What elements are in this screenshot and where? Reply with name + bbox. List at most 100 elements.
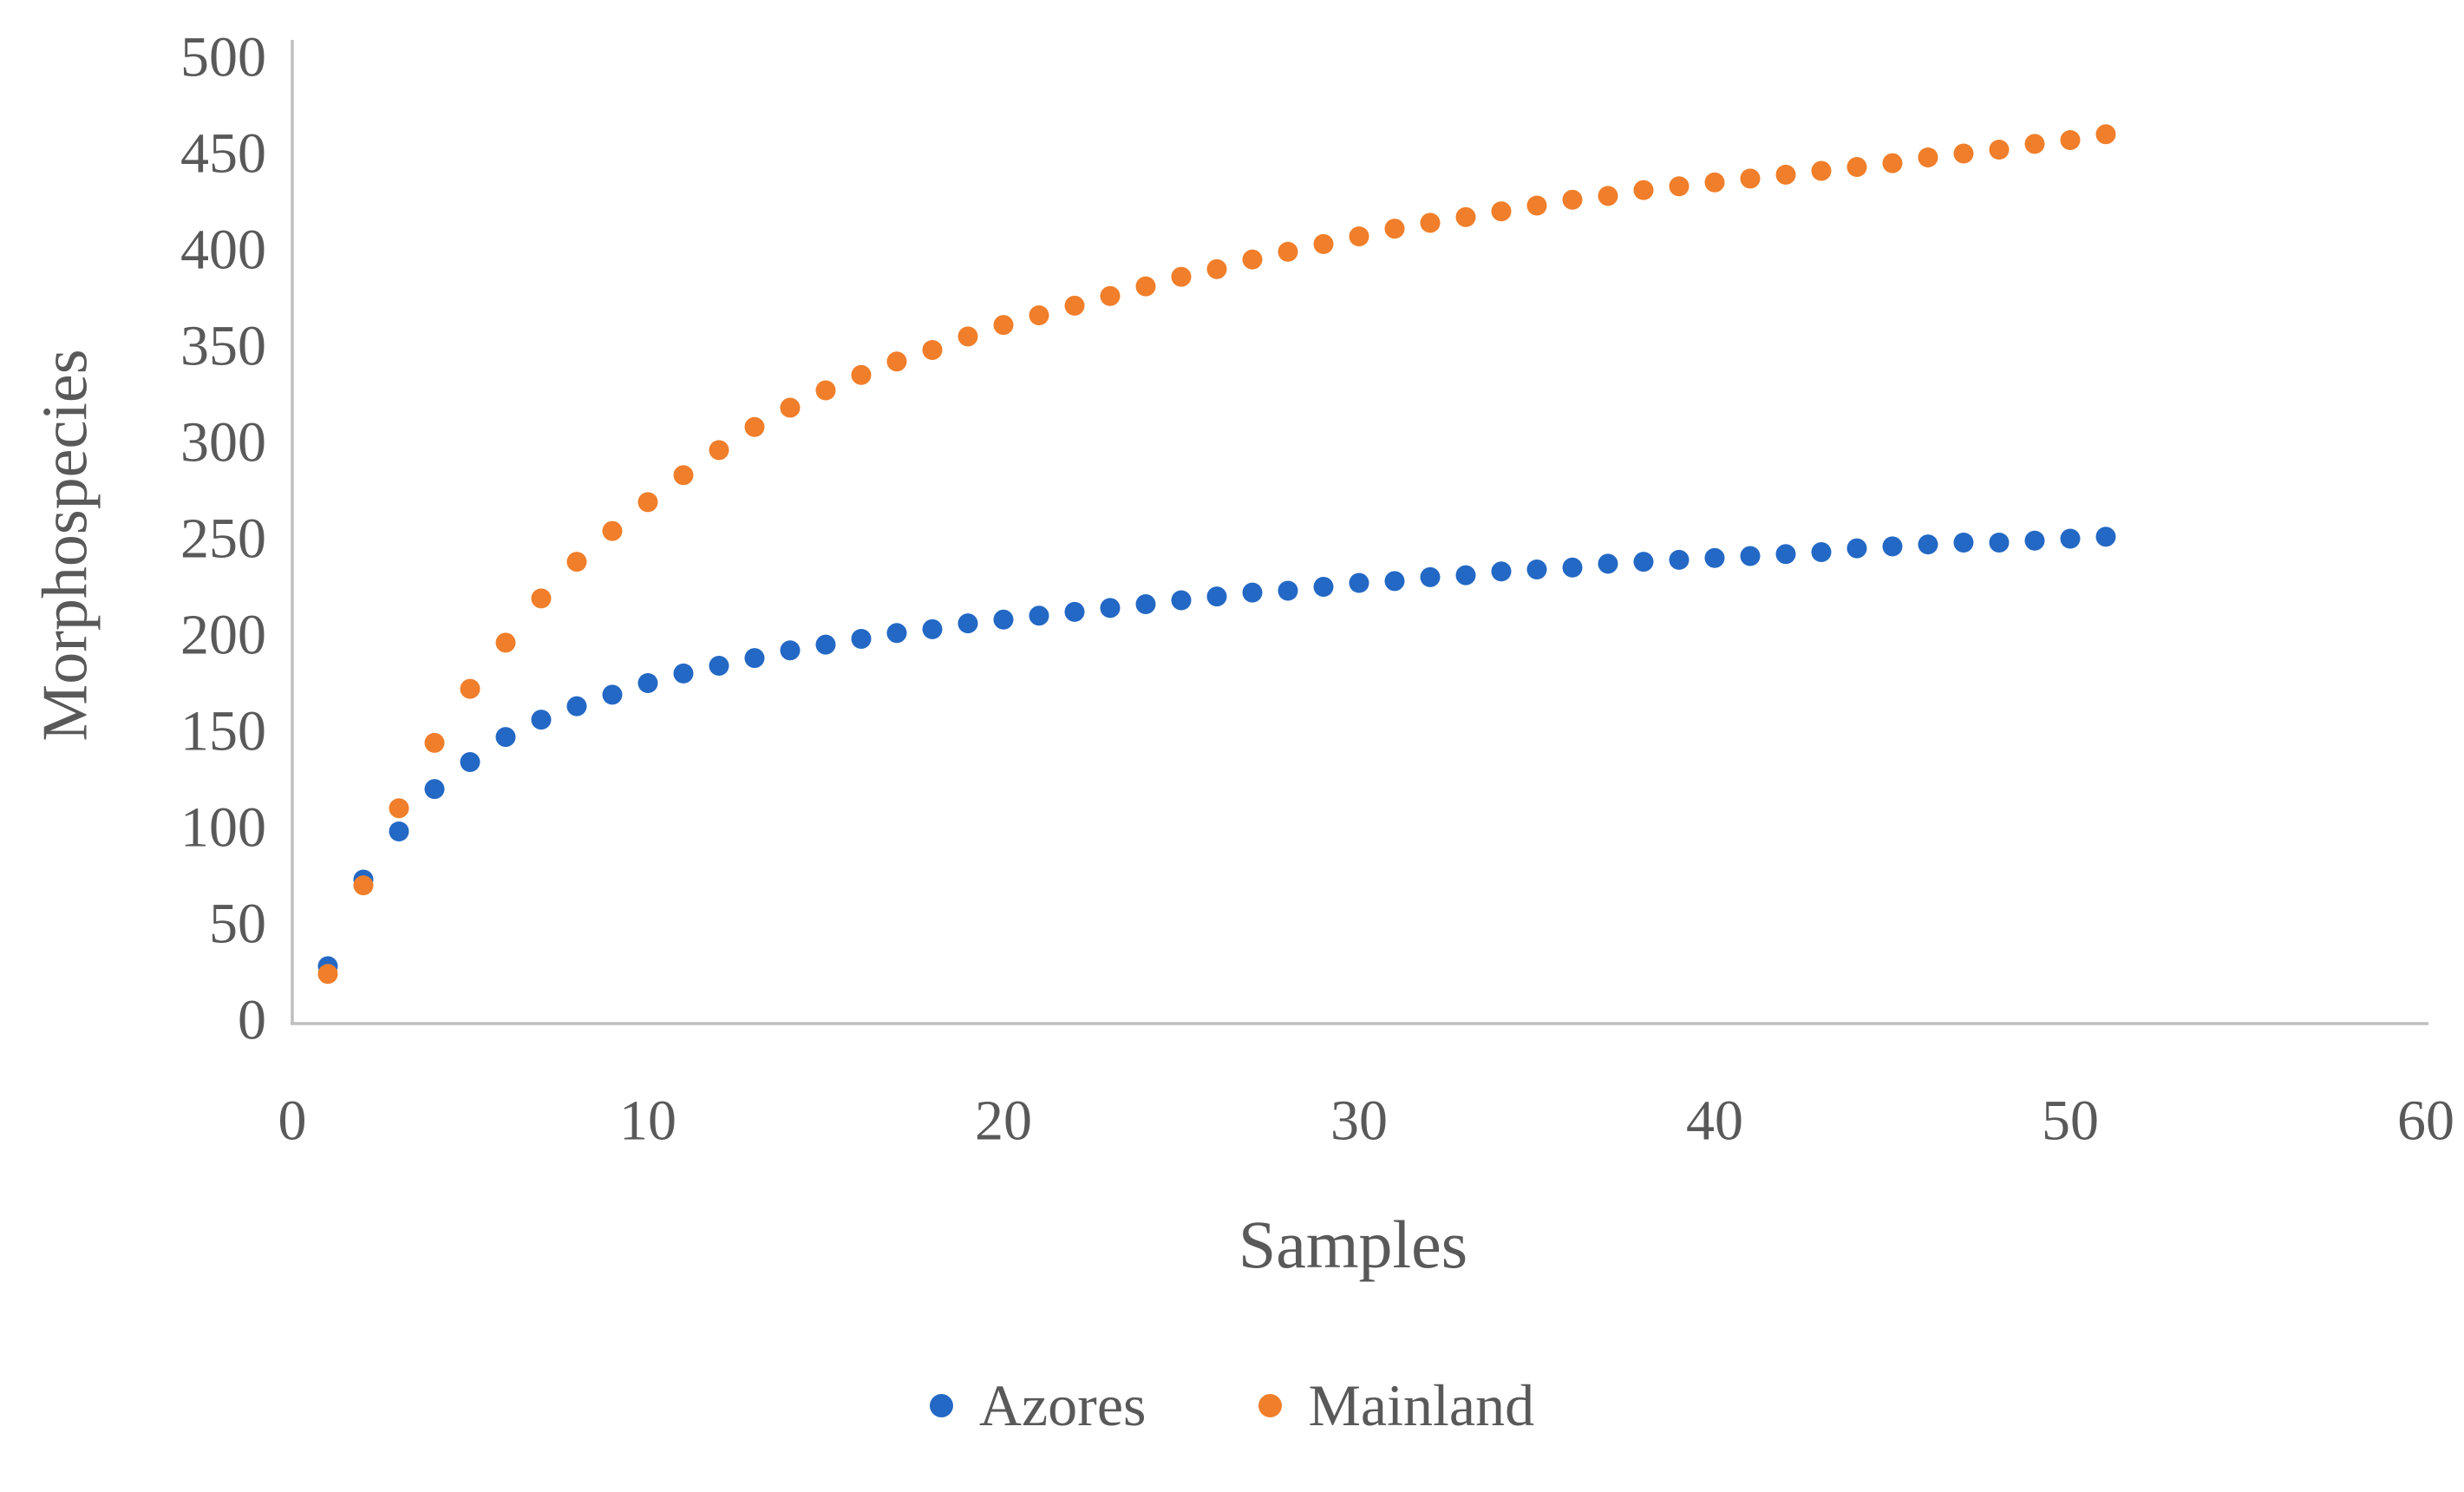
data-point-mainland — [1349, 226, 1369, 246]
data-point-mainland — [1846, 157, 1867, 178]
data-point-mainland — [744, 416, 765, 437]
y-tick-label: 0 — [238, 989, 266, 1052]
y-tick-label: 350 — [180, 315, 266, 378]
data-point-mainland — [1740, 168, 1761, 189]
y-tick-label: 500 — [180, 26, 266, 89]
data-point-azores — [1100, 598, 1121, 618]
data-point-azores — [886, 623, 907, 644]
y-tick-label: 300 — [180, 411, 266, 474]
x-tick-label: 40 — [1686, 1090, 1743, 1153]
y-tick-label: 450 — [180, 122, 266, 186]
y-tick-label: 200 — [180, 604, 266, 667]
data-point-mainland — [1064, 295, 1085, 316]
azores-dot-icon — [929, 1393, 953, 1417]
data-point-azores — [1029, 605, 1049, 626]
data-point-mainland — [1882, 153, 1903, 173]
data-point-azores — [1704, 547, 1725, 568]
data-point-azores — [1918, 534, 1938, 555]
legend-item-azores: Azores — [929, 1376, 1146, 1435]
data-point-azores — [1989, 532, 2010, 553]
mainland-dot-icon — [1258, 1393, 1283, 1417]
data-point-azores — [1420, 566, 1441, 587]
data-point-azores — [1562, 557, 1583, 578]
data-point-azores — [1846, 538, 1867, 559]
data-point-azores — [2060, 528, 2081, 549]
data-point-azores — [1455, 565, 1476, 586]
data-point-azores — [1313, 577, 1334, 597]
data-point-mainland — [1526, 195, 1547, 216]
data-point-mainland — [709, 440, 729, 461]
data-point-mainland — [957, 326, 978, 347]
legend-label-mainland: Mainland — [1308, 1372, 1535, 1438]
data-point-azores — [1349, 573, 1369, 593]
data-point-azores — [1278, 580, 1298, 601]
data-point-mainland — [1811, 160, 1832, 181]
legend-item-mainland: Mainland — [1258, 1376, 1534, 1435]
data-point-azores — [1526, 560, 1547, 580]
data-point-mainland — [1989, 140, 2010, 160]
data-point-azores — [566, 696, 587, 717]
data-point-azores — [1384, 571, 1405, 592]
data-point-azores — [1064, 601, 1085, 622]
data-point-mainland — [1455, 206, 1476, 227]
data-point-azores — [673, 663, 694, 684]
data-point-mainland — [2024, 134, 2045, 154]
data-point-mainland — [1171, 266, 1192, 287]
data-point-mainland — [1633, 180, 1654, 200]
data-point-azores — [957, 613, 978, 634]
legend: Azores Mainland — [0, 1376, 2464, 1435]
data-point-azores — [744, 648, 765, 669]
data-point-azores — [1740, 546, 1761, 566]
data-point-mainland — [1242, 249, 1263, 270]
x-tick-label: 30 — [1330, 1090, 1388, 1153]
data-point-azores — [602, 684, 623, 705]
data-point-mainland — [1384, 219, 1405, 239]
data-point-azores — [1135, 593, 1156, 614]
data-point-mainland — [495, 632, 516, 653]
data-point-azores — [851, 628, 872, 649]
data-point-mainland — [780, 397, 801, 418]
x-tick-label: 20 — [975, 1090, 1032, 1153]
data-point-mainland — [886, 351, 907, 372]
data-point-mainland — [1775, 164, 1796, 185]
y-tick-label: 150 — [180, 700, 266, 763]
data-point-mainland — [815, 380, 836, 401]
data-point-mainland — [1491, 201, 1512, 222]
x-tick-label: 50 — [2042, 1090, 2099, 1153]
data-point-mainland — [1278, 241, 1298, 262]
data-point-azores — [780, 640, 801, 661]
data-point-mainland — [1669, 176, 1690, 197]
data-point-mainland — [993, 315, 1014, 336]
data-point-mainland — [1135, 276, 1156, 297]
y-axis-title: Morphospecies — [29, 349, 101, 742]
data-point-mainland — [1918, 147, 1938, 167]
y-tick-label: 250 — [180, 507, 266, 571]
data-point-mainland — [922, 339, 943, 360]
data-point-azores — [1775, 544, 1796, 565]
x-tick-label: 0 — [278, 1090, 307, 1153]
data-point-azores — [1882, 536, 1903, 557]
data-point-mainland — [353, 875, 374, 896]
data-point-mainland — [1953, 143, 1974, 164]
data-point-mainland — [317, 964, 338, 985]
data-point-mainland — [1420, 213, 1441, 233]
data-point-azores — [1598, 553, 1618, 574]
data-point-azores — [2095, 527, 2116, 547]
data-point-mainland — [1704, 172, 1725, 193]
data-point-azores — [1633, 552, 1654, 573]
data-point-mainland — [1598, 186, 1618, 206]
data-point-azores — [2024, 530, 2045, 551]
data-point-azores — [1242, 582, 1263, 603]
y-tick-label: 50 — [209, 893, 266, 956]
data-point-azores — [531, 710, 552, 730]
x-tick-label: 60 — [2397, 1090, 2454, 1153]
data-point-mainland — [531, 588, 552, 609]
data-point-azores — [1206, 586, 1227, 607]
data-point-mainland — [2060, 129, 2081, 150]
data-point-azores — [1669, 549, 1690, 570]
data-point-azores — [460, 752, 480, 773]
data-point-azores — [1953, 532, 1974, 553]
data-point-mainland — [1206, 258, 1227, 279]
